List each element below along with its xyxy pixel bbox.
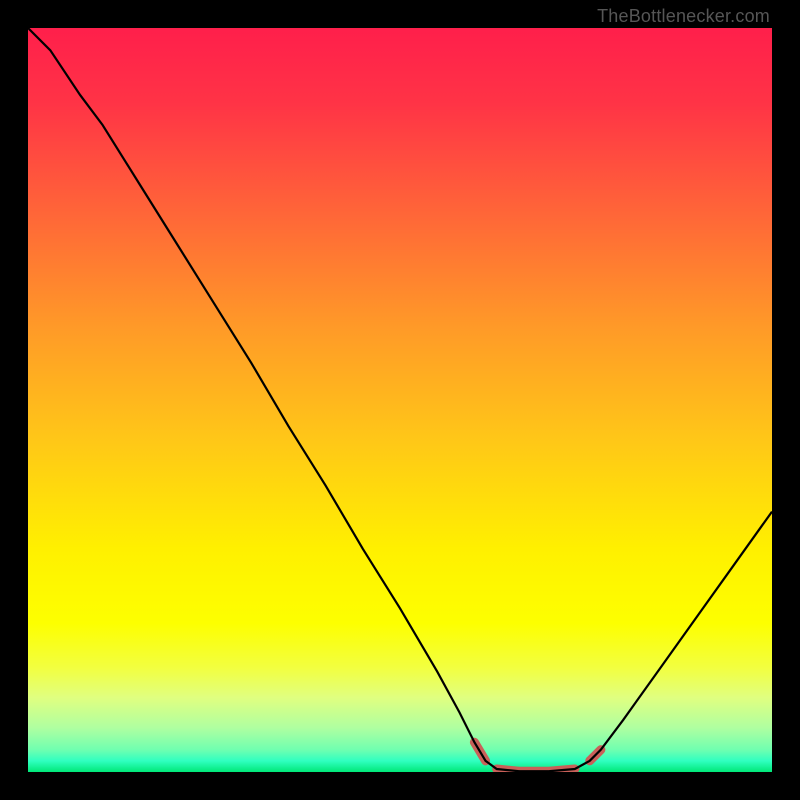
plot-area	[28, 28, 772, 772]
curve-layer	[28, 28, 772, 772]
chart-container: { "watermark": { "text": "TheBottlenecke…	[0, 0, 800, 800]
watermark-text: TheBottlenecker.com	[597, 6, 770, 27]
main-curve	[28, 28, 772, 771]
